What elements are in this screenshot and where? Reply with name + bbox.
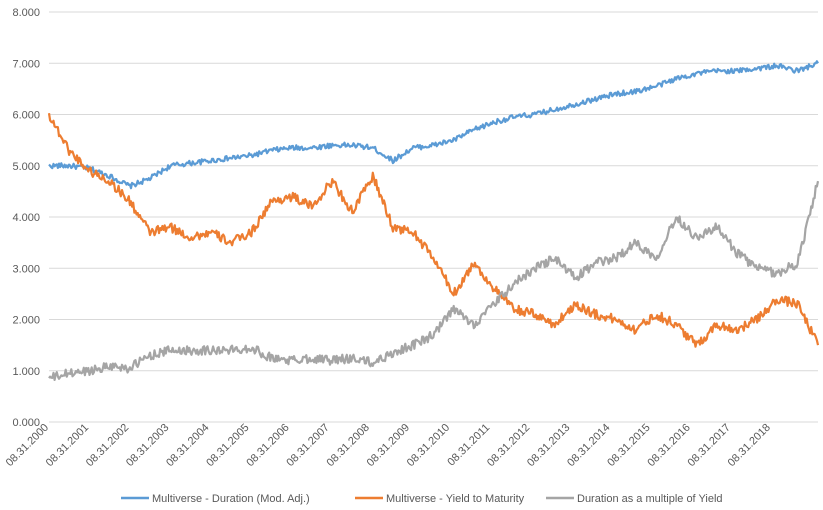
- y-tick-label: 5.000: [12, 161, 40, 173]
- y-tick-label: 7.000: [12, 58, 40, 70]
- legend: Multiverse - Duration (Mod. Adj.) Multive…: [121, 493, 723, 505]
- legend-label-0: Multiverse - Duration (Mod. Adj.): [152, 493, 310, 505]
- series-line-0: [48, 60, 819, 190]
- series-line-1: [47, 113, 820, 348]
- y-tick-label: 0.000: [12, 417, 40, 429]
- x-tick-label: 08.31.2018: [726, 422, 773, 469]
- y-tick-label: 3.000: [12, 263, 40, 275]
- legend-label-2: Duration as a multiple of Yield: [577, 493, 723, 505]
- series-line-2: [48, 180, 820, 381]
- y-tick-label: 6.000: [12, 110, 40, 122]
- series-lines: [47, 60, 820, 381]
- x-axis-ticks: 08.31.200008.31.200108.31.200208.31.2003…: [4, 422, 773, 469]
- x-tick-label: 08.31.2010: [405, 422, 452, 469]
- y-tick-label: 8.000: [12, 7, 40, 19]
- gridlines: [49, 11, 818, 423]
- y-tick-label: 4.000: [12, 212, 40, 224]
- y-axis-ticks: 0.000 1.000 2.000 3.000 4.000 5.000 6.000 7.000…: [12, 7, 40, 429]
- y-tick-label: 1.000: [12, 366, 40, 378]
- y-tick-label: 2.000: [12, 315, 40, 327]
- legend-label-1: Multiverse - Yield to Maturity: [386, 493, 525, 505]
